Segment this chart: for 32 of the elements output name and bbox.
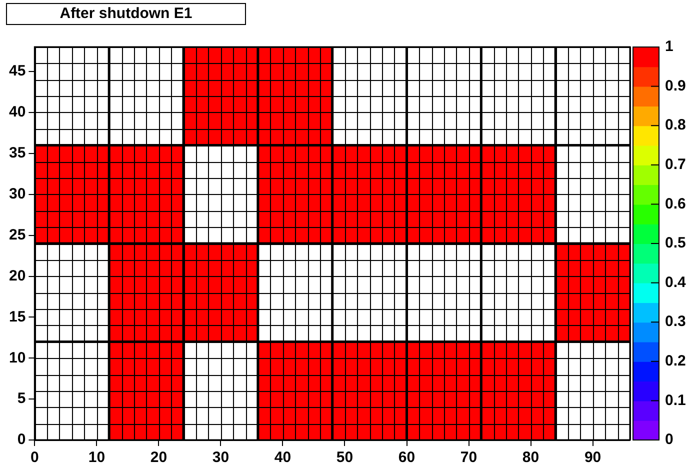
y-tick-label: 10 [8, 349, 26, 366]
x-tick-label: 20 [150, 449, 168, 466]
color-bar-label: 0.8 [665, 116, 686, 134]
x-tick-label: 0 [30, 449, 39, 466]
y-tick-label: 35 [8, 144, 26, 162]
chart-title: After shutdown E1 [6, 3, 246, 25]
x-tick-label: 50 [336, 449, 354, 466]
color-bar-label: 0.6 [665, 195, 686, 212]
x-tick-label: 10 [88, 449, 106, 466]
x-tick-label: 90 [584, 449, 602, 466]
y-tick-label: 15 [8, 308, 26, 326]
color-bar-label: 0.3 [665, 313, 686, 330]
color-bar-label: 0.4 [665, 274, 687, 291]
color-bar-label: 0.2 [665, 352, 686, 370]
y-tick-label: 0 [17, 431, 26, 448]
y-tick-label: 45 [8, 62, 26, 80]
color-bar-label: 0.9 [665, 77, 686, 94]
color-bar-label: 0.7 [665, 156, 686, 174]
y-tick-label: 25 [8, 226, 26, 244]
color-bar-label: 1 [665, 38, 674, 56]
y-tick-label: 30 [8, 186, 26, 203]
x-tick-label: 80 [522, 449, 540, 466]
color-bar-label: 0.1 [665, 392, 686, 409]
x-tick-label: 40 [274, 449, 292, 466]
x-tick-label: 70 [460, 449, 478, 466]
y-tick-label: 5 [17, 390, 26, 408]
color-bar-label: 0 [665, 431, 674, 448]
y-tick-label: 20 [8, 267, 26, 284]
color-bar-label: 0.5 [665, 234, 686, 252]
x-tick-label: 30 [212, 449, 230, 466]
x-tick-label: 60 [398, 449, 416, 466]
y-tick-label: 40 [8, 104, 26, 121]
